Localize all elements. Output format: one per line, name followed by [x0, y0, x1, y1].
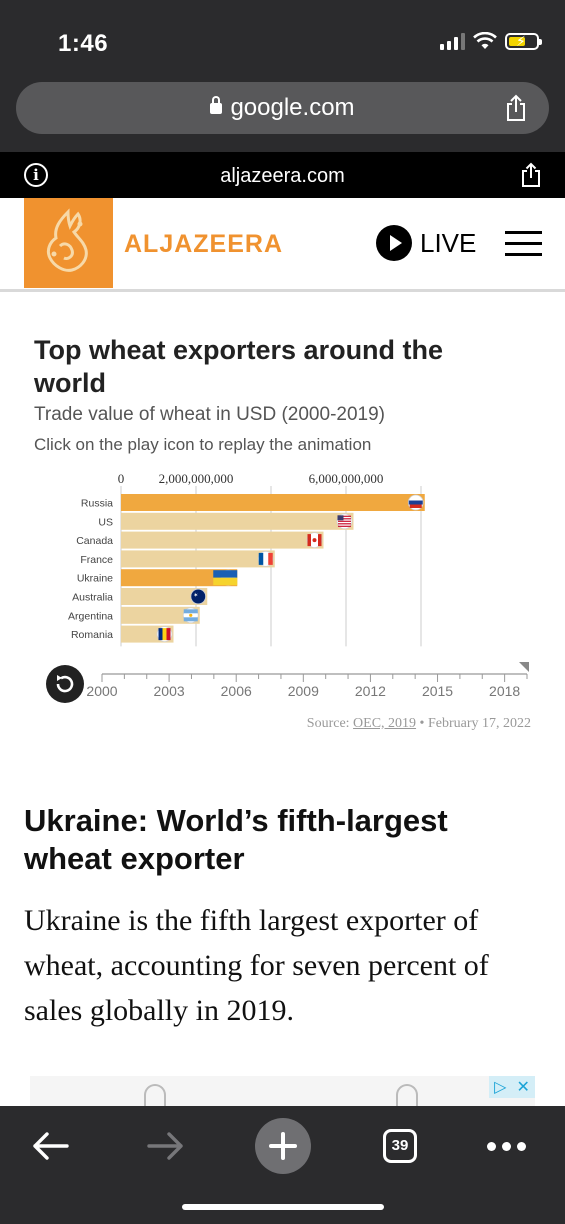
forward-arrow-icon	[147, 1132, 183, 1160]
flag-stripe	[166, 628, 171, 641]
category-label: Australia	[72, 592, 113, 604]
ad-banner[interactable]: ▷ ✕	[30, 1076, 535, 1106]
x-tick-label: 0	[118, 471, 125, 486]
amp-viewer-bar: i aljazeera.com	[0, 152, 565, 198]
flag-stripe	[338, 518, 351, 520]
timeline-label: 2018	[489, 683, 520, 699]
flag-stripe	[338, 515, 351, 517]
ad-placeholder-icon	[396, 1084, 418, 1106]
lock-icon	[210, 96, 223, 114]
flag-stripe	[258, 552, 264, 565]
article-heading: Ukraine: World’s fifth-largest wheat exp…	[24, 803, 448, 876]
wheat-exporters-bar-chart: 0 2,000,000,000 6,000,000,000 Russia US Canad…	[46, 471, 529, 703]
flag-canton	[337, 515, 344, 521]
live-label: LIVE	[420, 227, 477, 258]
chart-subtitle: Trade value of wheat in USD (2000-2019)	[34, 404, 385, 425]
category-label: Argentina	[68, 610, 113, 622]
flag-stripe	[213, 570, 238, 578]
timeline-label: 2012	[355, 683, 386, 699]
forward-button[interactable]	[144, 1118, 188, 1174]
category-label: France	[80, 554, 113, 566]
x-tick-label: 6,000,000,000	[309, 471, 384, 486]
tabs-count-icon: 39	[383, 1129, 417, 1163]
status-time: 1:46	[58, 30, 109, 57]
info-icon[interactable]: i	[24, 163, 48, 187]
home-indicator	[182, 1204, 384, 1210]
source-line: Source: OEC, 2019 • February 17, 2022	[307, 716, 531, 732]
flag-stripe	[408, 500, 423, 505]
url-text: google.com	[230, 94, 355, 121]
more-dots-icon	[486, 1141, 526, 1151]
timeline-label: 2009	[288, 683, 319, 699]
browser-bottom-toolbar: 39	[0, 1106, 565, 1224]
back-arrow-icon	[33, 1132, 69, 1160]
timeline-label: 2003	[154, 683, 185, 699]
flag-leaf	[312, 538, 317, 543]
site-header: ALJAZEERA LIVE	[0, 198, 565, 292]
bar	[121, 531, 324, 549]
replay-icon	[56, 675, 74, 693]
flag-stripe	[162, 628, 167, 641]
bar	[121, 550, 275, 568]
category-label: Russia	[81, 498, 113, 510]
flag-star: ✶	[193, 592, 198, 599]
bar	[121, 588, 208, 605]
tabs-button[interactable]: 39	[380, 1118, 420, 1174]
x-tick-label: 2,000,000,000	[159, 471, 234, 486]
more-options-button[interactable]	[484, 1118, 528, 1174]
bar	[121, 606, 200, 624]
chart-note: Click on the play icon to replay the ani…	[34, 435, 372, 454]
ad-placeholder-icon	[144, 1084, 166, 1106]
aljazeera-emblem-icon	[46, 208, 88, 272]
source-date: • February 17, 2022	[416, 716, 531, 731]
category-label: Ukraine	[77, 573, 113, 585]
flag-stripe	[183, 617, 198, 622]
flag-stripe	[268, 552, 273, 565]
category-label: US	[98, 516, 113, 528]
menu-icon[interactable]	[505, 231, 542, 257]
category-label: Canada	[76, 535, 113, 547]
flag-stripe	[338, 525, 351, 527]
timeline-label: 2000	[86, 683, 117, 699]
flag-stripe	[409, 504, 422, 508]
flag-sun	[189, 613, 193, 617]
browser-top-chrome: 1:46 ⚡ google.com	[0, 0, 565, 152]
bar	[121, 512, 354, 530]
chart-title: Top wheat exporters around the world	[34, 335, 444, 398]
battery-charging-icon: ⚡	[505, 32, 542, 50]
new-tab-button[interactable]	[255, 1118, 311, 1174]
source-prefix: Source:	[306, 716, 354, 731]
live-button[interactable]: LIVE	[376, 225, 476, 261]
bar	[121, 569, 238, 587]
category-label: Romania	[71, 629, 113, 641]
wifi-icon	[473, 32, 497, 49]
timeline-handle[interactable]	[519, 662, 529, 672]
article-paragraph: Ukraine is the fifth largest exporter of…	[24, 904, 489, 1027]
flag-stripe	[338, 523, 351, 525]
share-icon[interactable]	[505, 94, 527, 122]
flag-stripe	[183, 609, 198, 614]
source-link[interactable]: OEC, 2019	[353, 716, 417, 731]
replay-icon	[57, 675, 62, 681]
flag-stripe	[307, 534, 311, 547]
flag-stripe	[318, 534, 322, 547]
address-bar[interactable]: google.com	[16, 82, 549, 134]
amp-domain: aljazeera.com	[220, 165, 345, 187]
flag-stripe	[213, 577, 238, 586]
timeline-label: 2006	[221, 683, 252, 699]
flag-field	[191, 589, 206, 604]
bar	[121, 494, 425, 511]
flag-stripe	[158, 628, 163, 641]
adchoices-icon[interactable]: ▷ ✕	[489, 1076, 535, 1098]
play-icon	[376, 225, 412, 261]
replay-button[interactable]	[46, 665, 84, 703]
status-icons: ⚡	[440, 32, 542, 50]
logo-wordmark[interactable]: ALJAZEERA	[124, 230, 284, 258]
aljazeera-logo[interactable]	[24, 198, 113, 288]
cellular-signal-icon	[440, 32, 465, 50]
flag-stripe	[338, 520, 351, 522]
back-button[interactable]	[28, 1118, 72, 1174]
timeline-label: 2015	[422, 683, 453, 699]
share-icon[interactable]	[521, 162, 541, 188]
